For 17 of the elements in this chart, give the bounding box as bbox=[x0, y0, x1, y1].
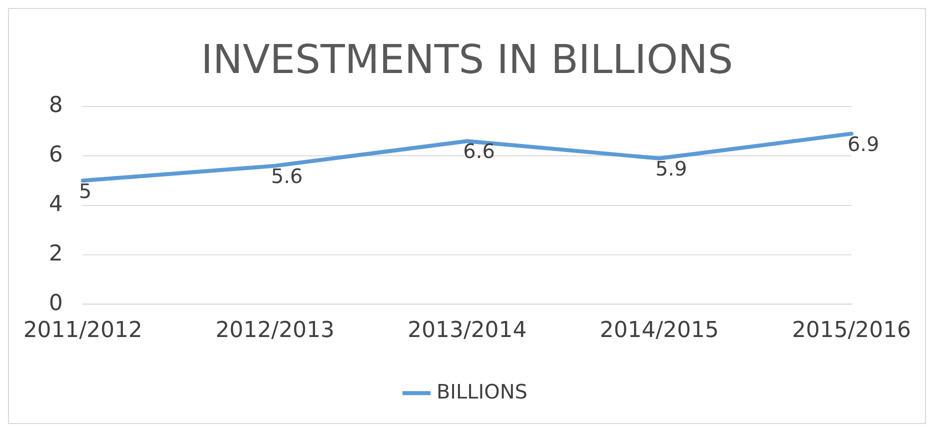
chart-title: INVESTMENTS IN BILLIONS bbox=[200, 37, 734, 84]
y-tick-label: 2 bbox=[48, 241, 63, 266]
data-label: 5.9 bbox=[655, 158, 688, 181]
legend-label: BILLIONS bbox=[436, 380, 528, 404]
y-tick-label: 0 bbox=[48, 290, 63, 316]
y-tick-label: 8 bbox=[48, 93, 63, 118]
data-label: 5 bbox=[78, 180, 92, 203]
data-label: 6.6 bbox=[463, 140, 495, 164]
y-tick-label: 4 bbox=[48, 192, 63, 218]
y-tick-label: 6 bbox=[48, 142, 63, 168]
data-label: 5.6 bbox=[271, 164, 303, 188]
data-label: 6.9 bbox=[847, 132, 880, 156]
x-tick-label: 2014/2015 bbox=[600, 318, 719, 343]
x-tick-label: 2012/2013 bbox=[215, 318, 335, 343]
x-tick-label: 2011/2012 bbox=[23, 318, 142, 343]
x-tick-label: 2015/2016 bbox=[792, 318, 911, 343]
x-tick-label: 2013/2014 bbox=[408, 318, 527, 343]
